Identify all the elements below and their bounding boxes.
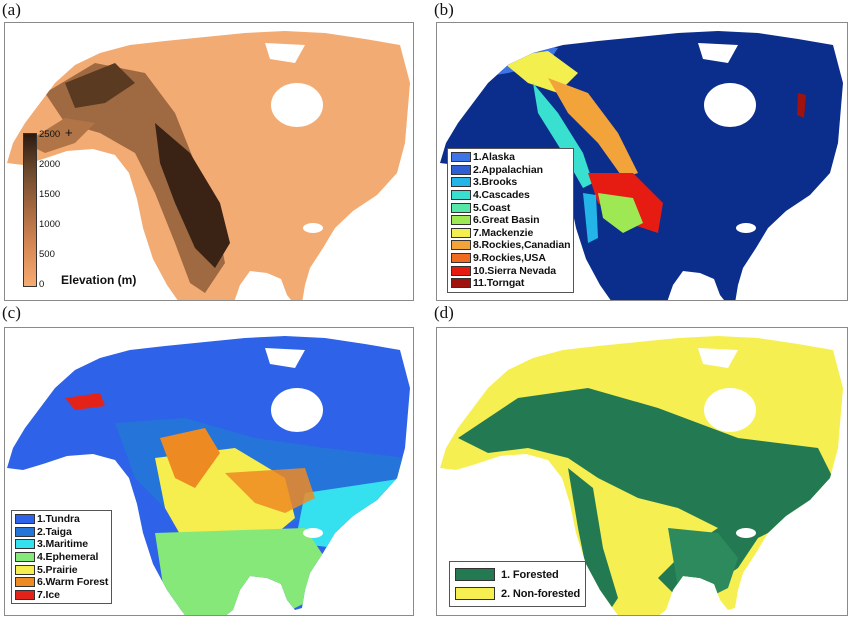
legend-item: 6.Great Basin xyxy=(451,214,570,227)
legend-swatch xyxy=(455,568,495,581)
legend-label: 5.Prairie xyxy=(37,563,78,576)
legend-swatch xyxy=(15,514,35,525)
colorbar-tick: 2000 xyxy=(39,159,61,170)
legend-item: 1. Forested xyxy=(455,565,580,584)
legend-item: 2.Taiga xyxy=(15,526,108,539)
legend-item: 2. Non-forested xyxy=(455,584,580,603)
legend-item: 2.Appalachian xyxy=(451,164,570,177)
legend-label: 3.Brooks xyxy=(473,176,518,189)
legend-label: 1. Forested xyxy=(501,568,559,581)
legend-label: 4.Ephemeral xyxy=(37,551,99,564)
great-lakes xyxy=(303,223,323,233)
legend-label: 8.Rockies,Canadian xyxy=(473,239,571,252)
colorbar-tick: 1000 xyxy=(39,219,61,230)
legend-item: 4.Cascades xyxy=(451,189,570,202)
legend-swatch xyxy=(15,564,35,575)
legend-item: 7.Mackenzie xyxy=(451,227,570,240)
legend-item: 3.Maritime xyxy=(15,538,108,551)
colorbar-tick: 2500 xyxy=(39,129,61,140)
legend-item: 4.Ephemeral xyxy=(15,551,108,564)
legend-item: 6.Warm Forest xyxy=(15,576,108,589)
legend-item: 8.Rockies,Canadian xyxy=(451,239,571,252)
legend-swatch xyxy=(15,552,35,563)
land-mass xyxy=(7,336,410,615)
legend-label: 6.Warm Forest xyxy=(37,576,109,589)
panel-c-legend: 1.Tundra 2.Taiga 3.Maritime 4.Ephemeral … xyxy=(11,510,113,605)
legend-label: 2.Taiga xyxy=(37,525,72,538)
legend-swatch xyxy=(15,577,35,588)
panel-b-label: (b) xyxy=(434,0,454,19)
colorbar-tick: 1500 xyxy=(39,189,61,200)
legend-label: 2. Non-forested xyxy=(501,587,581,600)
panel-d-legend: 1. Forested 2. Non-forested xyxy=(449,561,587,607)
legend-swatch xyxy=(455,587,495,600)
panel-b-map: 1.Alaska 2.Appalachian 3.Brooks 4.Cascad… xyxy=(436,22,848,301)
panel-d-map: 1. Forested 2. Non-forested xyxy=(436,327,848,616)
hudson-bay xyxy=(271,83,323,127)
legend-item: 5.Prairie xyxy=(15,563,108,576)
legend-swatch xyxy=(15,539,35,550)
legend-swatch xyxy=(451,215,471,226)
legend-swatch xyxy=(451,253,471,264)
colorbar-tick: 0 xyxy=(39,279,45,290)
legend-item: 9.Rockies,USA xyxy=(451,252,570,265)
legend-swatch xyxy=(15,589,35,600)
colorbar-plus: + xyxy=(65,125,73,140)
legend-item: 3.Brooks xyxy=(451,176,570,189)
land-mass xyxy=(7,31,410,300)
legend-swatch xyxy=(451,227,471,238)
legend-label: 11.Torngat xyxy=(473,277,525,290)
legend-label: 4.Cascades xyxy=(473,189,530,202)
legend-label: 6.Great Basin xyxy=(473,214,540,227)
elevation-colorbar: + 2500 2000 1500 1000 500 0 xyxy=(23,125,73,290)
legend-item: 11.Torngat xyxy=(451,277,570,290)
legend-swatch xyxy=(451,240,471,251)
legend-item: 10.Sierra Nevada xyxy=(451,264,570,277)
legend-label: 5.Coast xyxy=(473,201,511,214)
legend-label: 3.Maritime xyxy=(37,538,88,551)
legend-item: 5.Coast xyxy=(451,201,570,214)
legend-label: 2.Appalachian xyxy=(473,163,543,176)
legend-swatch xyxy=(451,164,471,175)
legend-item: 1.Tundra xyxy=(15,513,108,526)
panel-c-map: 1.Tundra 2.Taiga 3.Maritime 4.Ephemeral … xyxy=(4,327,414,616)
legend-swatch xyxy=(451,278,471,289)
panel-a-label: (a) xyxy=(2,0,21,19)
legend-swatch xyxy=(451,190,471,201)
panel-d-label: (d) xyxy=(434,303,454,322)
legend-swatch xyxy=(15,526,35,537)
legend-swatch xyxy=(451,265,471,276)
colorbar-gradient xyxy=(23,133,37,287)
legend-item: 7.Ice xyxy=(15,589,108,602)
colorbar-title: Elevation (m) xyxy=(61,273,137,287)
panel-c-label: (c) xyxy=(2,303,21,322)
legend-label: 7.Ice xyxy=(37,588,60,601)
legend-item: 1.Alaska xyxy=(451,151,570,164)
legend-label: 1.Tundra xyxy=(37,513,80,526)
legend-label: 9.Rockies,USA xyxy=(473,252,546,265)
panel-b-legend: 1.Alaska 2.Appalachian 3.Brooks 4.Cascad… xyxy=(447,148,575,293)
legend-swatch xyxy=(451,152,471,163)
panel-a-map: + 2500 2000 1500 1000 500 0 Elevation (m… xyxy=(4,22,414,301)
legend-label: 7.Mackenzie xyxy=(473,226,534,239)
legend-label: 10.Sierra Nevada xyxy=(473,264,557,277)
colorbar-tick: 500 xyxy=(39,249,55,260)
legend-swatch xyxy=(451,177,471,188)
legend-swatch xyxy=(451,202,471,213)
legend-label: 1.Alaska xyxy=(473,151,515,164)
